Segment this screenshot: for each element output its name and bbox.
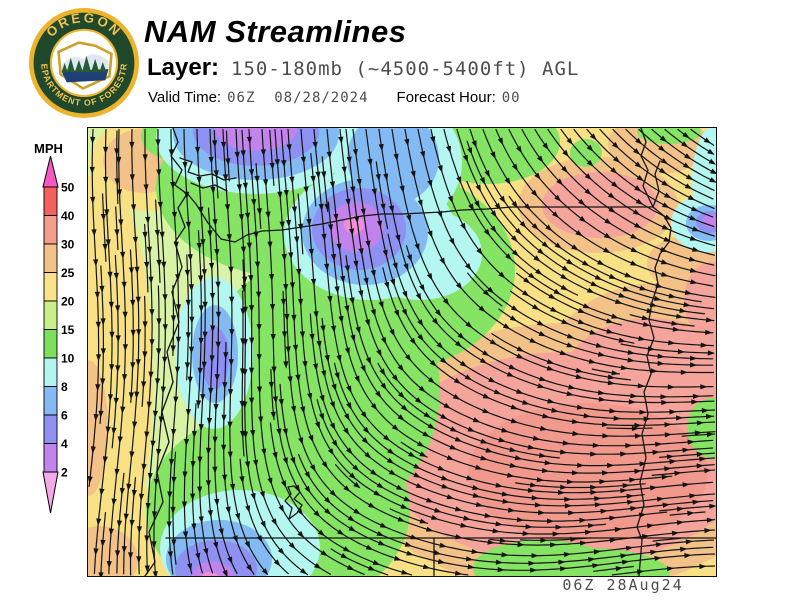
wind-speed-legend: MPH 50 40 30 25 20 15 10 8 6 4 2	[34, 141, 75, 514]
legend-segment	[43, 272, 58, 302]
legend-tick-label: 25	[61, 266, 75, 280]
legend-tick-label: 8	[61, 380, 68, 394]
legend-tick-label: 2	[61, 466, 68, 480]
streamline-map-canvas	[88, 128, 716, 576]
map-timestamp: 06Z 28Aug24	[562, 576, 684, 594]
legend-segment	[43, 215, 58, 245]
legend-tick-label: 20	[61, 295, 75, 309]
legend-segment	[43, 300, 58, 330]
legend-segment	[43, 386, 58, 416]
odf-logo: OREGON DEPARTMENT OF FORESTRY	[28, 7, 139, 118]
legend-segment	[43, 243, 58, 273]
legend-unit-label: MPH	[34, 141, 63, 156]
wind-speed-regions	[88, 128, 716, 576]
legend-tick-label: 40	[61, 209, 75, 223]
legend-over-arrow	[42, 155, 59, 188]
legend-segment	[43, 357, 58, 387]
legend-segment	[43, 186, 58, 216]
legend-tick-label: 15	[61, 323, 75, 337]
streamline-map	[87, 127, 717, 577]
forecast-hour-label: Forecast Hour:	[396, 89, 496, 106]
forecast-hour-value: 00	[501, 90, 521, 106]
logo-state-emblem	[57, 41, 113, 90]
legend-under-arrow	[42, 471, 59, 514]
page-title: NAM Streamlines	[144, 14, 407, 49]
legend-tick-label: 10	[61, 352, 75, 366]
legend-tick-label: 4	[61, 437, 68, 451]
legend-segment	[43, 329, 58, 359]
legend-tick-label: 50	[61, 181, 75, 195]
legend-segment	[43, 414, 58, 444]
valid-time-label: Valid Time:	[148, 89, 222, 106]
legend-tick-label: 30	[61, 238, 75, 252]
valid-time-row: Valid Time: 06Z 08/28/2024 Forecast Hour…	[148, 89, 521, 106]
legend-tick-label: 6	[61, 409, 68, 423]
layer-value: 150-180mb (~4500-5400ft) AGL	[231, 58, 580, 80]
legend-segment	[43, 443, 58, 473]
logo-trees	[61, 55, 107, 73]
layer-row: Layer: 150-180mb (~4500-5400ft) AGL	[147, 54, 579, 82]
layer-label: Layer:	[147, 54, 220, 81]
valid-time-value: 06Z 08/28/2024	[227, 90, 369, 106]
